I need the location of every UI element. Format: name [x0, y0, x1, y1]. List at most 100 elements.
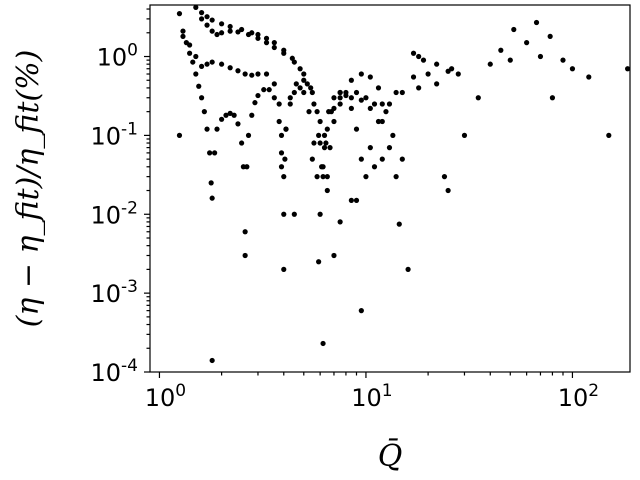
- data-point-s1-19: [293, 81, 299, 87]
- data-point-s3-21: [348, 95, 354, 101]
- data-point-s0-33: [281, 211, 287, 217]
- data-point-s3-5: [227, 28, 233, 34]
- data-point-s1-4: [204, 61, 210, 67]
- data-point-s0-42: [314, 174, 320, 180]
- data-point-s0-52: [379, 118, 385, 125]
- data-point-s1-5: [209, 59, 215, 65]
- data-point-s0-13: [212, 150, 218, 156]
- data-point-s2-9: [263, 35, 270, 41]
- data-point-s4-14: [461, 132, 468, 138]
- data-point-s3-4: [219, 30, 225, 36]
- data-point-s2-31: [416, 85, 422, 91]
- data-point-s0-24: [245, 132, 252, 138]
- data-point-s0-16: [223, 112, 229, 118]
- data-point-s0-47: [337, 95, 343, 101]
- data-point-s4-1: [281, 266, 287, 272]
- data-point-s3-17: [324, 174, 330, 180]
- data-point-s0-36: [287, 101, 293, 107]
- data-point-s4-35: [410, 50, 417, 56]
- data-point-s4-6: [316, 259, 322, 265]
- data-point-s1-10: [249, 72, 255, 78]
- data-point-s1-31: [375, 85, 382, 91]
- data-point-s1-25: [323, 140, 329, 146]
- data-point-s4-36: [348, 197, 354, 203]
- x-tick-label-2: 102: [558, 381, 599, 412]
- data-point-s2-3: [209, 17, 215, 23]
- data-point-s4-13: [441, 174, 448, 180]
- data-point-s4-25: [560, 57, 566, 63]
- data-point-s2-10: [271, 40, 277, 46]
- data-point-s2-25: [358, 156, 364, 162]
- data-point-s0-18: [231, 112, 237, 118]
- data-point-s1-9: [242, 71, 248, 77]
- data-point-s0-12: [209, 195, 215, 201]
- data-point-s3-16: [321, 145, 328, 151]
- data-point-s0-10: [207, 150, 213, 156]
- data-point-s0-7: [199, 95, 205, 101]
- data-point-s4-42: [337, 219, 343, 225]
- data-point-s4-29: [625, 66, 631, 72]
- data-point-s2-18: [321, 132, 328, 138]
- data-point-s2-15: [311, 101, 317, 107]
- data-point-s0-49: [353, 89, 360, 96]
- data-point-s4-18: [507, 57, 513, 63]
- data-point-s3-2: [209, 28, 215, 34]
- y-axis-label: (η − η_fit)/η_fit(%): [11, 50, 46, 328]
- data-point-s2-20: [331, 95, 337, 101]
- data-point-s4-15: [475, 95, 481, 101]
- data-point-s0-31: [276, 118, 282, 125]
- y-tick-label-2: 10-2: [91, 198, 139, 229]
- data-point-s1-28: [348, 77, 354, 83]
- data-point-s1-3: [199, 63, 205, 69]
- data-point-s1-11: [255, 71, 261, 77]
- data-point-s3-19: [331, 118, 337, 125]
- y-tick-label-3: 10-3: [91, 277, 139, 308]
- data-point-s4-0: [209, 357, 215, 364]
- x-tick-label-0: 100: [145, 381, 186, 412]
- data-point-s0-1: [180, 28, 186, 34]
- data-point-s4-40: [309, 156, 315, 162]
- data-point-s0-30: [271, 95, 277, 101]
- data-point-s2-2: [204, 14, 210, 20]
- data-point-s4-27: [586, 74, 592, 80]
- data-point-s3-11: [281, 50, 287, 56]
- data-point-s1-29: [358, 71, 364, 77]
- data-point-s0-45: [324, 126, 330, 132]
- y-tick-label-1: 10-1: [91, 119, 139, 150]
- data-point-s3-7: [245, 31, 252, 38]
- data-point-s0-11: [208, 180, 214, 186]
- data-point-s4-9: [278, 164, 285, 170]
- data-point-s3-27: [425, 71, 431, 77]
- data-point-s2-8: [255, 31, 261, 38]
- data-point-s0-15: [219, 116, 225, 122]
- data-point-s4-19: [511, 26, 517, 33]
- data-point-s3-24: [379, 101, 385, 107]
- data-point-s0-26: [252, 100, 258, 106]
- data-point-s0-5: [193, 71, 199, 77]
- data-point-s0-38: [297, 85, 303, 91]
- data-point-s1-1: [187, 42, 193, 48]
- data-point-s4-41: [324, 187, 330, 194]
- data-point-s4-24: [549, 95, 556, 101]
- data-point-s4-37: [353, 197, 360, 203]
- data-point-s2-12: [289, 55, 295, 61]
- data-point-s1-22: [314, 109, 320, 115]
- y-tick-label-0: 100: [97, 41, 138, 72]
- data-point-s2-29: [386, 101, 393, 107]
- data-point-s0-20: [239, 140, 245, 146]
- data-point-s0-17: [227, 110, 233, 116]
- data-point-s3-26: [410, 74, 417, 80]
- data-point-s1-0: [180, 33, 186, 39]
- data-point-s0-51: [371, 101, 378, 107]
- data-point-s0-19: [235, 121, 241, 127]
- data-point-s0-14: [214, 126, 220, 132]
- data-point-s0-54: [393, 174, 399, 180]
- data-point-s0-8: [201, 109, 207, 115]
- data-point-s0-50: [363, 95, 369, 101]
- data-point-s4-38: [371, 164, 378, 170]
- data-point-s1-32: [383, 109, 389, 115]
- data-point-s2-22: [343, 92, 349, 99]
- data-point-s2-17: [319, 164, 325, 170]
- data-point-s3-12: [291, 59, 297, 65]
